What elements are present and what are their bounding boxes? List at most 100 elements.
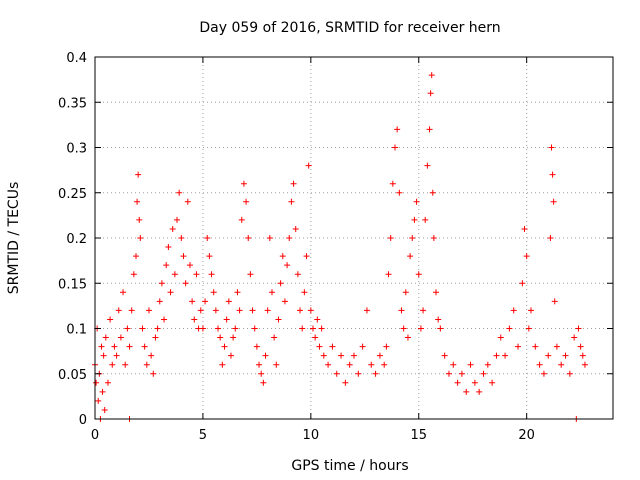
data-point — [372, 370, 379, 377]
data-point — [480, 370, 487, 377]
data-point — [550, 198, 557, 205]
data-point — [333, 370, 340, 377]
data-point — [303, 253, 310, 260]
data-point — [154, 325, 161, 332]
data-point — [204, 235, 211, 241]
y-tick-label: 0.2 — [66, 232, 87, 247]
data-point — [394, 126, 401, 133]
axis-ticks: 0 0.05 0.1 0.15 0.2 0.25 0.3 0.35 0.4 0 5 10 15 20 — [58, 51, 613, 443]
data-point — [571, 334, 578, 341]
data-point — [186, 262, 193, 269]
data-point — [387, 235, 394, 241]
data-point — [359, 343, 366, 350]
data-point — [152, 334, 159, 341]
data-point — [100, 352, 107, 359]
data-point — [215, 325, 222, 332]
data-point — [182, 280, 189, 287]
data-point — [174, 216, 181, 223]
data-point — [562, 352, 569, 359]
data-point — [579, 352, 586, 359]
data-point — [111, 343, 118, 350]
data-point — [275, 316, 282, 323]
data-point — [107, 316, 114, 323]
data-point — [122, 361, 129, 368]
data-point — [115, 307, 122, 314]
data-point — [156, 298, 163, 305]
data-point — [117, 334, 124, 341]
data-point — [271, 334, 278, 341]
data-point — [176, 189, 183, 196]
data-point — [368, 361, 375, 368]
data-point — [143, 361, 150, 368]
data-point — [99, 388, 106, 395]
data-point — [402, 289, 409, 296]
data-point — [450, 361, 457, 368]
data-point — [523, 253, 530, 260]
data-point — [575, 325, 582, 332]
data-point — [243, 198, 250, 205]
data-point — [251, 325, 258, 332]
data-point — [279, 253, 286, 260]
data-point — [318, 325, 325, 332]
data-point — [217, 334, 224, 341]
data-point — [266, 235, 273, 241]
data-point — [427, 90, 434, 97]
data-point — [128, 307, 135, 314]
data-point — [150, 370, 157, 377]
data-point — [329, 343, 336, 350]
data-point — [180, 253, 187, 260]
grid — [95, 57, 613, 419]
data-point — [221, 343, 228, 350]
chart-title: Day 059 of 2016, SRMTID for receiver her… — [199, 20, 500, 36]
data-point — [225, 298, 232, 305]
data-point — [178, 235, 185, 241]
x-tick-label: 15 — [410, 428, 427, 443]
data-point — [264, 307, 271, 314]
data-point — [551, 298, 558, 305]
data-point — [247, 271, 254, 278]
data-point — [171, 271, 178, 278]
data-point — [148, 352, 155, 359]
data-point — [417, 325, 424, 332]
data-point — [521, 225, 528, 232]
data-point — [227, 352, 234, 359]
data-point — [262, 352, 269, 359]
data-point — [245, 235, 252, 241]
data-point — [124, 325, 131, 332]
data-point — [577, 343, 584, 350]
data-point — [316, 343, 323, 350]
data-point — [428, 72, 435, 79]
data-point — [426, 126, 433, 133]
data-point — [314, 316, 321, 323]
data-point — [420, 307, 427, 314]
data-point — [219, 361, 226, 368]
data-point — [277, 280, 284, 287]
data-point — [396, 189, 403, 196]
data-point — [540, 370, 547, 377]
data-point — [284, 262, 291, 269]
data-point — [547, 235, 554, 241]
data-point — [392, 144, 399, 151]
data-point — [342, 379, 349, 386]
data-point — [256, 361, 263, 368]
data-point — [136, 216, 143, 223]
data-point — [294, 271, 301, 278]
y-tick-label: 0.25 — [58, 187, 87, 202]
data-point — [476, 388, 483, 395]
data-point — [510, 307, 517, 314]
data-point — [206, 253, 213, 260]
data-point — [98, 343, 105, 350]
data-point — [210, 289, 217, 296]
data-point — [493, 352, 500, 359]
data-point — [558, 361, 565, 368]
y-axis-label: SRMTID / TECUs — [6, 182, 22, 295]
data-point — [422, 216, 429, 223]
data-point — [351, 352, 357, 359]
data-point — [435, 316, 442, 323]
data-point — [536, 361, 543, 368]
data-point — [165, 244, 172, 251]
data-point — [133, 253, 140, 260]
data-point — [253, 343, 260, 350]
data-point — [376, 352, 383, 359]
data-point — [184, 198, 191, 205]
